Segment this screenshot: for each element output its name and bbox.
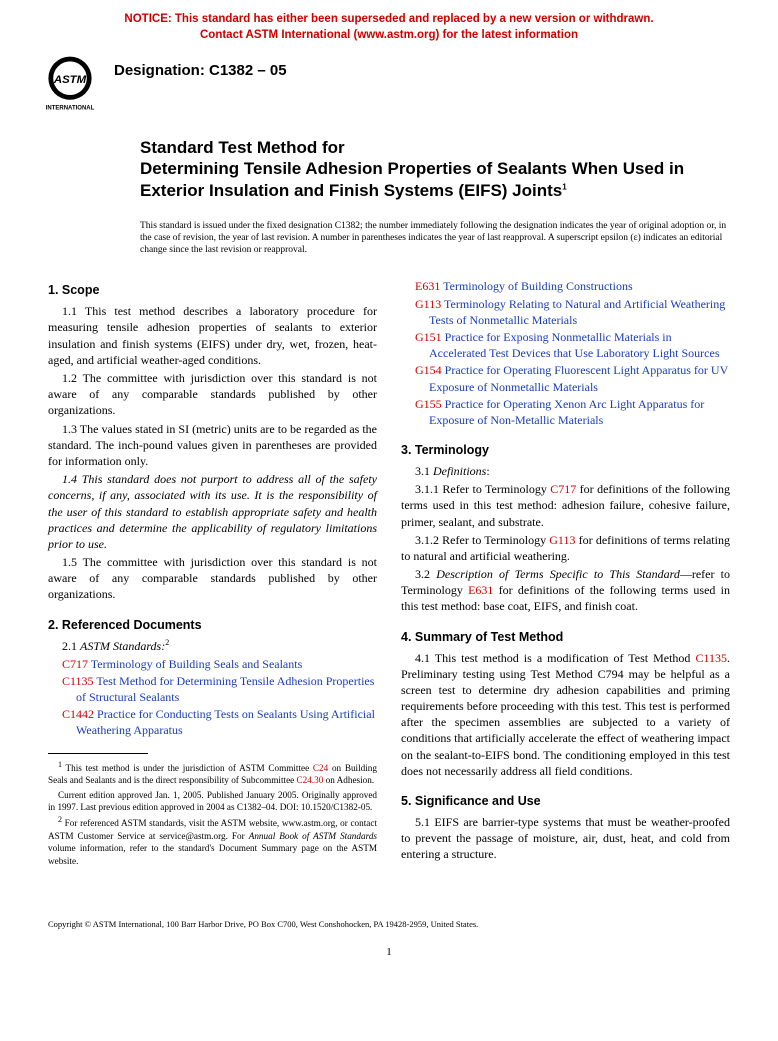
- term-3-1: 3.1 Definitions:: [401, 463, 730, 479]
- link-g113[interactable]: G113: [549, 533, 575, 547]
- refdocs-head: 2. Referenced Documents: [48, 617, 377, 634]
- significance-head: 5. Significance and Use: [401, 793, 730, 810]
- link-c1135[interactable]: C1135: [695, 651, 727, 665]
- left-column: 1. Scope 1.1 This test method describes …: [48, 278, 377, 869]
- ref-title-link[interactable]: Terminology of Building Constructions: [443, 279, 633, 293]
- sig-5-1: 5.1 EIFS are barrier-type systems that m…: [401, 814, 730, 863]
- svg-text:INTERNATIONAL: INTERNATIONAL: [46, 105, 95, 111]
- ref-code-link[interactable]: C717: [62, 657, 91, 671]
- term-3-2: 3.2 Description of Terms Specific to Thi…: [401, 566, 730, 615]
- ref-list-right: E631 Terminology of Building Constructio…: [401, 278, 730, 428]
- ref-item: C1135 Test Method for Determining Tensil…: [62, 673, 377, 705]
- ref-title-link[interactable]: Test Method for Determining Tensile Adhe…: [76, 674, 374, 704]
- notice-line1: NOTICE: This standard has either been su…: [40, 12, 738, 28]
- ref-code-link[interactable]: G154: [415, 363, 445, 377]
- ref-item: G154 Practice for Operating Fluorescent …: [415, 362, 730, 394]
- summary-head: 4. Summary of Test Method: [401, 629, 730, 646]
- notice-banner: NOTICE: This standard has either been su…: [0, 0, 778, 49]
- astm-logo: ASTM INTERNATIONAL: [40, 53, 100, 113]
- ref-code-link[interactable]: G155: [415, 397, 445, 411]
- ref-title-link[interactable]: Practice for Exposing Nonmetallic Materi…: [429, 330, 720, 360]
- ref-title-link[interactable]: Terminology Relating to Natural and Arti…: [429, 297, 725, 327]
- ref-item: C717 Terminology of Building Seals and S…: [62, 656, 377, 672]
- ref-item: C1442 Practice for Conducting Tests on S…: [62, 706, 377, 738]
- copyright: Copyright © ASTM International, 100 Barr…: [0, 869, 778, 936]
- ref-title-link[interactable]: Practice for Operating Xenon Arc Light A…: [429, 397, 704, 427]
- title-block: Standard Test Method for Determining Ten…: [0, 113, 778, 211]
- scope-1-2: 1.2 The committee with jurisdiction over…: [48, 370, 377, 419]
- ref-code-link[interactable]: C1442: [62, 707, 97, 721]
- ref-item: E631 Terminology of Building Constructio…: [415, 278, 730, 294]
- adoption-note: This standard is issued under the fixed …: [0, 211, 778, 271]
- scope-1-5: 1.5 The committee with jurisdiction over…: [48, 554, 377, 603]
- ref-code-link[interactable]: G151: [415, 330, 445, 344]
- title-sup: 1: [562, 182, 566, 191]
- link-c717[interactable]: C717: [550, 482, 576, 496]
- term-3-1-2: 3.1.2 Refer to Terminology G113 for defi…: [401, 532, 730, 564]
- ref-code-link[interactable]: C1135: [62, 674, 96, 688]
- scope-1-1: 1.1 This test method describes a laborat…: [48, 303, 377, 368]
- title-line2: Determining Tensile Adhesion Properties …: [140, 159, 684, 199]
- link-e631[interactable]: E631: [468, 583, 493, 597]
- scope-head: 1. Scope: [48, 282, 377, 299]
- footnote-1: 1 This test method is under the jurisdic…: [48, 760, 377, 787]
- ref-title-link[interactable]: Terminology of Building Seals and Sealan…: [91, 657, 302, 671]
- footnote-link-c2430[interactable]: C24.30: [297, 775, 324, 785]
- standard-title: Standard Test Method for Determining Ten…: [140, 137, 728, 201]
- footnote-1b: Current edition approved Jan. 1, 2005. P…: [48, 789, 377, 814]
- footnotes: 1 This test method is under the jurisdic…: [48, 760, 377, 868]
- scope-1-4: 1.4 This standard does not purport to ad…: [48, 471, 377, 552]
- terminology-head: 3. Terminology: [401, 442, 730, 459]
- body-columns: 1. Scope 1.1 This test method describes …: [0, 270, 778, 869]
- svg-text:ASTM: ASTM: [53, 74, 87, 86]
- ref-list-left: C717 Terminology of Building Seals and S…: [48, 656, 377, 739]
- footnote-link-c24[interactable]: C24: [313, 763, 328, 773]
- ref-item: G155 Practice for Operating Xenon Arc Li…: [415, 396, 730, 428]
- scope-1-3: 1.3 The values stated in SI (metric) uni…: [48, 421, 377, 470]
- ref-title-link[interactable]: Practice for Operating Fluorescent Light…: [429, 363, 728, 393]
- header-row: ASTM INTERNATIONAL Designation: C1382 – …: [0, 49, 778, 113]
- designation: Designation: C1382 – 05: [114, 53, 287, 81]
- notice-line2: Contact ASTM International (www.astm.org…: [40, 28, 738, 44]
- ref-item: G151 Practice for Exposing Nonmetallic M…: [415, 329, 730, 361]
- ref-code-link[interactable]: G113: [415, 297, 444, 311]
- ref-item: G113 Terminology Relating to Natural and…: [415, 296, 730, 328]
- summary-4-1: 4.1 This test method is a modification o…: [401, 650, 730, 780]
- title-line1: Standard Test Method for: [140, 138, 345, 157]
- page-number: 1: [0, 937, 778, 980]
- ref-title-link[interactable]: Practice for Conducting Tests on Sealant…: [76, 707, 375, 737]
- right-column: E631 Terminology of Building Constructio…: [401, 278, 730, 869]
- footnote-rule: [48, 753, 148, 754]
- ref-code-link[interactable]: E631: [415, 279, 443, 293]
- refdocs-sub: 2.1 ASTM Standards:2: [48, 638, 377, 654]
- term-3-1-1: 3.1.1 Refer to Terminology C717 for defi…: [401, 481, 730, 530]
- footnote-2: 2 For referenced ASTM standards, visit t…: [48, 815, 377, 867]
